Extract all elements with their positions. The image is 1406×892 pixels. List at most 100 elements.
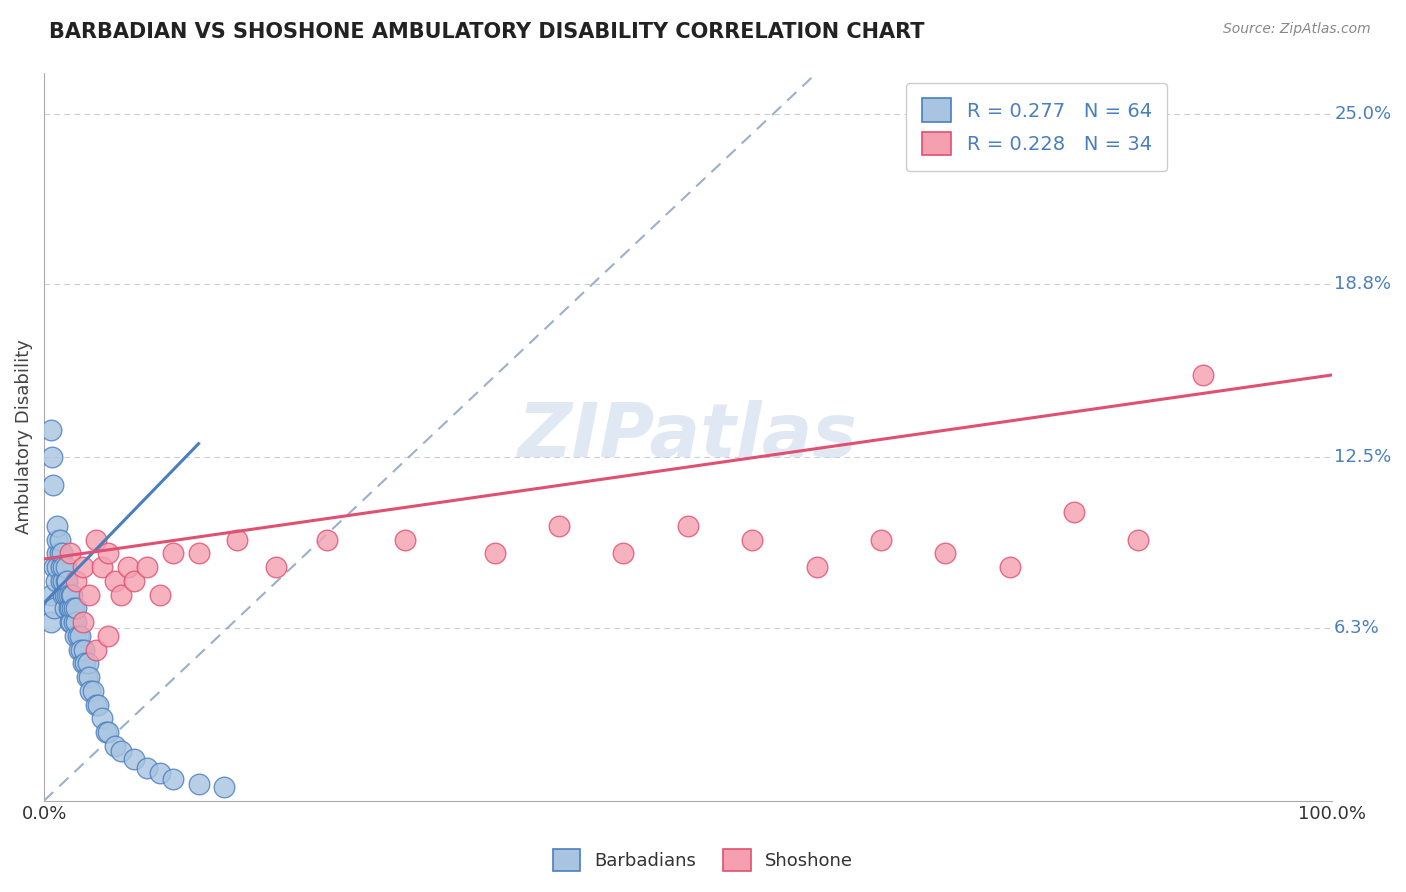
Point [741,533,763,547]
Point [77,670,100,684]
Point [1063,505,1085,519]
Point [548,519,571,533]
Point [62,588,84,602]
Point [49,560,72,574]
Point [48,547,70,561]
Point [51,547,73,561]
Point [110,744,132,758]
Point [39,615,62,629]
Text: 6.3%: 6.3% [1334,619,1379,637]
Point [136,560,159,574]
Point [62,615,84,629]
Point [1128,533,1150,547]
Point [65,601,87,615]
Point [162,547,184,561]
Point [104,574,127,588]
Point [52,560,75,574]
Point [60,588,83,602]
Y-axis label: Ambulatory Disability: Ambulatory Disability [15,339,32,534]
Point [42,478,65,492]
Point [77,588,100,602]
Point [66,629,89,643]
Point [65,574,87,588]
Point [1191,368,1213,382]
Point [63,629,86,643]
Point [49,574,72,588]
Point [226,533,249,547]
Point [65,615,87,629]
Point [62,601,84,615]
Point [676,519,699,533]
Point [84,533,107,547]
Point [55,560,77,574]
Point [612,547,634,561]
Point [46,533,69,547]
Point [72,657,94,671]
Point [52,588,75,602]
Point [149,588,172,602]
Point [67,642,90,657]
Point [53,588,76,602]
Point [44,601,66,615]
Point [59,547,82,561]
Legend: R = 0.277   N = 64, R = 0.228   N = 34: R = 0.277 N = 64, R = 0.228 N = 34 [907,83,1167,171]
Point [77,657,100,671]
Point [72,560,94,574]
Point [60,615,83,629]
Point [59,601,82,615]
Point [806,560,828,574]
Point [136,761,159,775]
Point [187,777,209,791]
Point [76,670,98,684]
Point [46,519,69,533]
Point [39,588,62,602]
Point [870,533,893,547]
Text: 18.8%: 18.8% [1334,276,1391,293]
Point [73,642,96,657]
Point [117,560,139,574]
Point [87,698,110,712]
Point [97,547,120,561]
Point [104,739,127,753]
Point [214,780,236,794]
Point [484,547,506,561]
Point [122,752,145,766]
Point [52,574,75,588]
Point [934,547,956,561]
Point [58,588,80,602]
Point [46,560,69,574]
Point [45,574,67,588]
Point [264,560,287,574]
Point [41,450,63,465]
Point [59,615,82,629]
Point [55,574,77,588]
Text: BARBADIAN VS SHOSHONE AMBULATORY DISABILITY CORRELATION CHART: BARBADIAN VS SHOSHONE AMBULATORY DISABIL… [49,22,925,42]
Point [94,725,117,739]
Point [122,574,145,588]
Point [316,533,339,547]
Point [97,725,120,739]
Point [79,683,101,698]
Text: 12.5%: 12.5% [1334,449,1392,467]
Point [58,601,80,615]
Point [72,615,94,629]
Point [53,601,76,615]
Point [48,533,70,547]
Point [97,629,120,643]
Point [110,588,132,602]
Point [187,547,209,561]
Point [394,533,416,547]
Point [91,560,114,574]
Legend: Barbadians, Shoshone: Barbadians, Shoshone [546,842,860,879]
Point [84,642,107,657]
Text: ZIPatlas: ZIPatlas [517,401,858,474]
Point [69,629,91,643]
Point [84,698,107,712]
Point [56,574,79,588]
Point [56,588,79,602]
Point [39,423,62,437]
Point [62,601,84,615]
Point [70,642,93,657]
Point [82,683,104,698]
Text: 25.0%: 25.0% [1334,105,1392,123]
